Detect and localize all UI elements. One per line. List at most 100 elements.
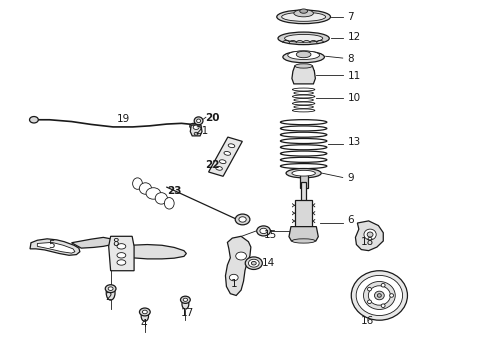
Text: 23: 23 <box>167 186 181 197</box>
Ellipse shape <box>285 35 323 42</box>
Ellipse shape <box>364 282 395 310</box>
Ellipse shape <box>236 252 246 260</box>
Ellipse shape <box>192 125 196 128</box>
Ellipse shape <box>106 286 115 300</box>
Text: 20: 20 <box>205 113 220 123</box>
Ellipse shape <box>228 144 235 148</box>
Ellipse shape <box>351 271 408 320</box>
Ellipse shape <box>140 308 150 316</box>
Ellipse shape <box>381 283 385 287</box>
Ellipse shape <box>282 12 326 21</box>
Polygon shape <box>30 239 80 255</box>
Polygon shape <box>72 237 114 248</box>
Bar <box>295 200 313 226</box>
Ellipse shape <box>295 64 313 68</box>
Ellipse shape <box>190 123 197 129</box>
Ellipse shape <box>180 296 190 303</box>
Ellipse shape <box>133 178 143 189</box>
Ellipse shape <box>293 109 315 112</box>
Text: 17: 17 <box>180 309 194 318</box>
Polygon shape <box>113 244 186 259</box>
Ellipse shape <box>368 287 371 291</box>
Text: 14: 14 <box>262 258 275 268</box>
Text: 2: 2 <box>105 292 111 302</box>
Ellipse shape <box>293 102 315 105</box>
Text: 5: 5 <box>49 240 55 250</box>
Polygon shape <box>109 236 134 271</box>
Ellipse shape <box>193 125 199 130</box>
Ellipse shape <box>143 310 147 314</box>
Text: 8: 8 <box>347 54 354 64</box>
Text: 10: 10 <box>347 93 361 103</box>
Ellipse shape <box>296 51 311 58</box>
Ellipse shape <box>368 286 391 305</box>
Ellipse shape <box>294 99 314 102</box>
Ellipse shape <box>29 117 38 123</box>
Ellipse shape <box>293 95 315 98</box>
Text: 13: 13 <box>347 138 361 147</box>
Ellipse shape <box>283 51 324 63</box>
Ellipse shape <box>294 91 314 94</box>
Ellipse shape <box>277 10 331 24</box>
Ellipse shape <box>368 300 371 303</box>
Ellipse shape <box>146 188 161 199</box>
Text: 12: 12 <box>347 32 361 41</box>
Ellipse shape <box>117 260 126 265</box>
Ellipse shape <box>381 304 385 307</box>
Polygon shape <box>292 66 316 84</box>
Polygon shape <box>37 242 75 253</box>
Text: 6: 6 <box>347 215 354 225</box>
Text: 8: 8 <box>112 238 119 248</box>
Ellipse shape <box>278 32 329 45</box>
Ellipse shape <box>216 166 222 170</box>
Ellipse shape <box>229 274 238 281</box>
Ellipse shape <box>239 217 246 222</box>
Ellipse shape <box>245 257 262 270</box>
Text: 7: 7 <box>347 12 354 22</box>
Ellipse shape <box>139 183 151 194</box>
Ellipse shape <box>196 119 200 123</box>
Ellipse shape <box>194 132 198 135</box>
Bar <box>300 173 308 188</box>
Ellipse shape <box>294 105 314 108</box>
Ellipse shape <box>260 228 267 234</box>
Bar <box>301 182 306 205</box>
Text: 9: 9 <box>347 173 354 183</box>
Ellipse shape <box>288 51 319 59</box>
Ellipse shape <box>300 9 308 13</box>
Ellipse shape <box>164 198 174 209</box>
Ellipse shape <box>141 311 148 321</box>
Text: 16: 16 <box>361 316 374 325</box>
Ellipse shape <box>293 88 315 91</box>
Ellipse shape <box>248 259 259 267</box>
Ellipse shape <box>390 294 393 297</box>
Ellipse shape <box>105 285 116 293</box>
Ellipse shape <box>367 232 373 237</box>
Text: 19: 19 <box>117 114 130 124</box>
Text: 11: 11 <box>347 71 361 81</box>
Polygon shape <box>289 226 318 241</box>
Ellipse shape <box>220 160 226 163</box>
Ellipse shape <box>364 229 376 240</box>
Ellipse shape <box>286 168 321 178</box>
Ellipse shape <box>224 152 231 155</box>
Polygon shape <box>209 137 243 176</box>
Text: 18: 18 <box>361 237 374 247</box>
Text: 21: 21 <box>195 126 208 135</box>
Text: 22: 22 <box>205 159 220 170</box>
Text: 15: 15 <box>264 230 277 239</box>
Ellipse shape <box>235 214 250 225</box>
Polygon shape <box>225 236 251 296</box>
Ellipse shape <box>292 170 316 176</box>
Ellipse shape <box>155 193 168 204</box>
Ellipse shape <box>377 294 381 297</box>
Ellipse shape <box>292 239 316 243</box>
Ellipse shape <box>374 291 384 300</box>
Ellipse shape <box>294 10 314 17</box>
Ellipse shape <box>182 299 189 309</box>
Ellipse shape <box>257 226 270 236</box>
Text: 4: 4 <box>140 319 147 329</box>
Ellipse shape <box>117 244 126 249</box>
Polygon shape <box>355 221 383 251</box>
Ellipse shape <box>356 275 403 316</box>
